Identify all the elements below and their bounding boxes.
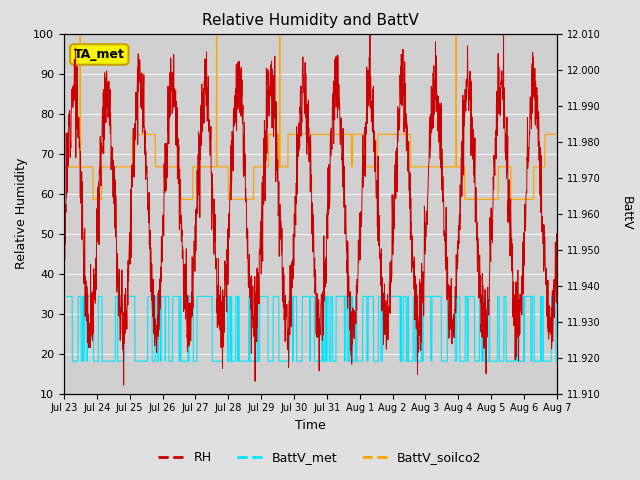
- Title: Relative Humidity and BattV: Relative Humidity and BattV: [202, 13, 419, 28]
- Legend: RH, BattV_met, BattV_soilco2: RH, BattV_met, BattV_soilco2: [154, 446, 486, 469]
- Y-axis label: Relative Humidity: Relative Humidity: [15, 158, 28, 269]
- Text: TA_met: TA_met: [74, 48, 125, 61]
- X-axis label: Time: Time: [295, 419, 326, 432]
- Y-axis label: BattV: BattV: [620, 196, 633, 231]
